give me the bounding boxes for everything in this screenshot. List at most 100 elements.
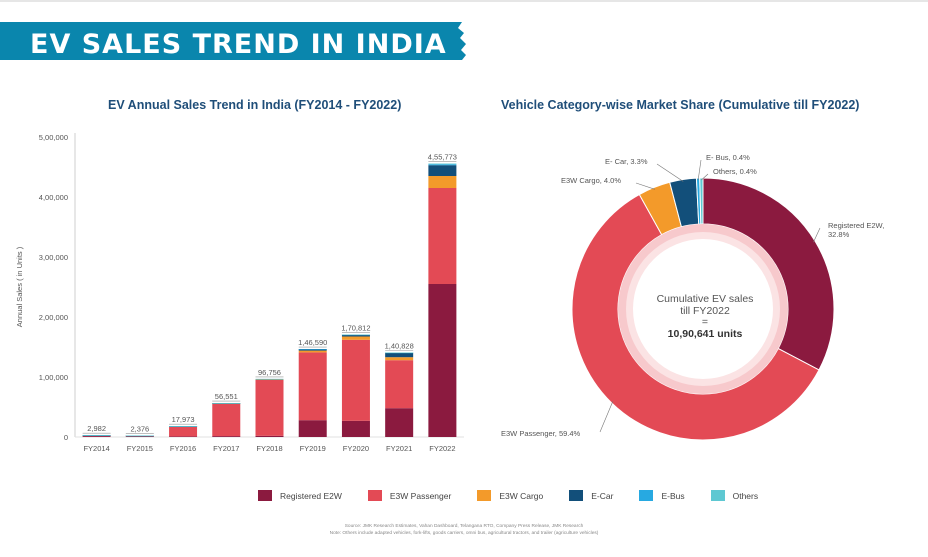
donut-center-label: Cumulative EV sales till FY2022 = 10,90,… [632, 293, 778, 340]
bar-segment [385, 360, 414, 409]
bar-segment [255, 378, 284, 380]
bar-segment [428, 176, 457, 188]
bar-segment [212, 403, 241, 437]
title-banner: EV SALES TREND IN INDIA [0, 0, 928, 60]
bar-segment [82, 435, 111, 436]
center-line-1: Cumulative EV sales [656, 293, 754, 305]
bar-segment [255, 379, 284, 436]
bar-segment [428, 188, 457, 284]
slice-leader-line [701, 173, 709, 181]
bar-segment [341, 334, 370, 336]
note-text: Note: Others include adapted vehicles, f… [329, 531, 599, 536]
bar-segment [385, 353, 414, 358]
bar-segment [385, 352, 414, 354]
slice-leader-line [813, 227, 821, 243]
bar-segment [385, 357, 414, 361]
legend-item: Registered E2W [258, 490, 342, 501]
footnotes: Source: JMK Research Estimates, Vahan Da… [0, 523, 928, 537]
y-tick-label: 1,00,000 [39, 373, 68, 382]
bar-segment [298, 350, 327, 353]
slice-label: E3W Cargo, 4.0% [561, 176, 621, 185]
legend-swatch [258, 490, 272, 501]
legend-item: E3W Passenger [367, 490, 452, 501]
banner-ribbon [0, 22, 466, 60]
center-line-4: 10,90,641 units [667, 327, 743, 340]
legend-item: Others [710, 490, 759, 501]
center-line-3: = [701, 316, 709, 328]
bar-total-label: 2,376 [130, 425, 149, 434]
bar-segment [298, 352, 327, 421]
bar-chart: 0 1,00,000 2,00,000 3,00,000 4,00,000 5,00,00… [15, 133, 464, 453]
y-axis-label: Annual Sales ( in Units ) [15, 246, 24, 327]
bar-segment [428, 284, 457, 437]
bar-segment [298, 349, 327, 351]
x-tick-label: FY2018 [256, 444, 282, 453]
bar-segment [212, 403, 241, 404]
y-tick-label: 4,00,000 [39, 193, 68, 202]
bar-total-label: 17,973 [172, 415, 195, 424]
pie-chart-title: Vehicle Category-wise Market Share (Cumu… [501, 98, 860, 112]
donut-center [633, 239, 773, 379]
y-tick-label: 0 [64, 433, 68, 442]
bar-total-label: 56,551 [215, 392, 238, 401]
center-line-2: till FY2022 [680, 304, 730, 317]
bar-total-label: 96,756 [258, 368, 281, 377]
legend-swatch [367, 490, 382, 501]
legend-label: E-Car [591, 490, 614, 501]
bar-segment [255, 379, 284, 380]
page-title: EV SALES TREND IN INDIA [30, 29, 447, 60]
slice-label: Registered E2W, [828, 221, 884, 230]
bar-segment [341, 336, 370, 340]
bar-segment [341, 334, 370, 337]
bar-segment [169, 426, 198, 427]
legend-swatch [710, 490, 725, 501]
legend: Registered E2W E3W Passenger E3W Cargo E-Ca… [258, 490, 784, 501]
y-tick-label: 2,00,000 [39, 313, 68, 322]
bar-total-label: 2,982 [87, 424, 106, 433]
slice-label: Others, 0.4% [713, 167, 757, 176]
bar-segment [428, 165, 457, 176]
bar-segment [341, 339, 370, 421]
bar-segment [125, 436, 154, 437]
bar-segment [125, 435, 154, 437]
y-tick-label: 3,00,000 [39, 253, 68, 262]
bar-segment [298, 349, 327, 350]
donut-slice [699, 177, 704, 225]
legend-label: E-Bus [661, 490, 685, 501]
legend-label: E3W Cargo [499, 490, 544, 501]
legend-item: E3W Cargo [477, 490, 543, 501]
legend-label: E3W Passenger [389, 490, 452, 501]
slice-leader-line [599, 401, 614, 433]
x-tick-label: FY2016 [170, 444, 196, 453]
bar-segment [82, 436, 111, 437]
bar-segment [255, 435, 284, 437]
x-tick-label: FY2021 [386, 444, 412, 453]
x-tick-label: FY2014 [83, 444, 109, 453]
slice-leader-line [697, 159, 702, 181]
x-tick-label: FY2019 [300, 444, 326, 453]
legend-item: E-Bus [639, 490, 685, 501]
legend-swatch [477, 490, 492, 501]
bar-chart-title: EV Annual Sales Trend in India (FY2014 -… [108, 98, 402, 112]
bar-total-label: 1,46,590 [298, 338, 327, 347]
bar-segment [169, 436, 198, 437]
slice-label: E3W Passenger, 59.4% [501, 429, 581, 438]
y-tick-label: 5,00,000 [39, 133, 68, 142]
bar-segment [428, 163, 457, 165]
bar-segment [428, 164, 457, 166]
bar-segment [169, 426, 198, 437]
legend-swatch [569, 490, 584, 501]
bar-segment [341, 420, 370, 437]
source-note: Source: JMK Research Estimates, Vahan Da… [344, 524, 584, 529]
x-tick-label: FY2022 [429, 444, 455, 453]
bar-segment [212, 436, 241, 437]
slice-leader-line [635, 182, 655, 190]
legend-item: E-Car [569, 490, 613, 501]
x-tick-label: FY2015 [127, 444, 153, 453]
bar-segment [298, 420, 327, 437]
x-tick-label: FY2020 [343, 444, 369, 453]
bar-total-label: 4,55,773 [428, 153, 457, 162]
x-tick-label: FY2017 [213, 444, 239, 453]
slice-label-value: 32.8% [828, 230, 850, 239]
legend-label: Others [732, 490, 759, 501]
